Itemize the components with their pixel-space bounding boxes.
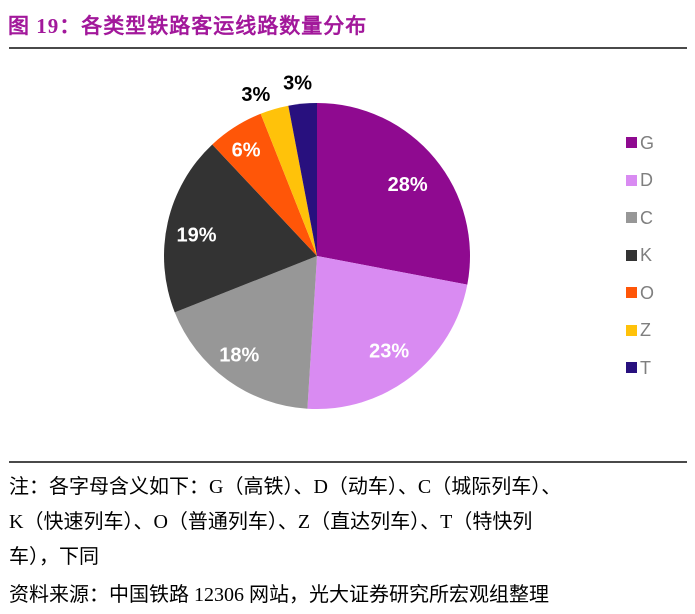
legend-label-K: K <box>640 245 653 266</box>
note-line-2: K（快速列车）、O（普通列车）、Z（直达列车）、T（特快列 <box>9 511 533 533</box>
source-line: 资料来源：中国铁路 12306 网站，光大证券研究所宏观组整理 <box>9 584 549 606</box>
pie-slice-D <box>307 256 468 409</box>
legend-label-C: C <box>640 207 653 228</box>
legend-item-O: O <box>626 274 654 312</box>
pie-label-Z: 3% <box>241 84 270 106</box>
pie-label-C: 18% <box>219 345 259 367</box>
legend-swatch-G <box>626 137 637 149</box>
note-line-3: 车），下同 <box>9 546 99 568</box>
pie-label-K: 19% <box>176 224 216 246</box>
pie-slice-C <box>174 256 317 409</box>
legend-item-D: D <box>626 162 654 200</box>
legend-item-C: C <box>626 199 654 237</box>
legend-label-Z: Z <box>640 320 651 341</box>
pie-slice-Z <box>260 105 317 256</box>
note-line-1: 注：各字母含义如下：G（高铁）、D（动车）、C（城际列车）、 <box>9 476 562 498</box>
legend-swatch-C <box>626 212 637 224</box>
legend-label-D: D <box>640 170 653 191</box>
legend-swatch-O <box>626 287 637 299</box>
pie-label-O: 6% <box>232 140 261 162</box>
pie-label-G: 28% <box>388 174 428 196</box>
pie-slice-K <box>163 144 317 313</box>
pie-slice-G <box>317 103 471 285</box>
legend-label-G: G <box>640 132 655 153</box>
figure-title: 图 19：各类型铁路客运线路数量分布 <box>8 14 368 38</box>
legend-label-T: T <box>640 357 651 378</box>
pie-slice-T <box>288 103 317 256</box>
legend-item-Z: Z <box>626 312 654 350</box>
legend-item-T: T <box>626 349 654 387</box>
notes-divider <box>9 461 687 463</box>
pie-slice-O <box>212 113 317 256</box>
legend-swatch-D <box>626 174 637 186</box>
footnotes: 注：各字母含义如下：G（高铁）、D（动车）、C（城际列车）、 K（快速列车）、O… <box>9 470 689 613</box>
legend-swatch-T <box>626 362 637 374</box>
legend-item-K: K <box>626 237 654 275</box>
pie-chart: 28% 23% 18% 19% 6% 3% 3% <box>163 72 471 409</box>
legend-label-O: O <box>640 282 655 303</box>
legend-swatch-Z <box>626 324 637 336</box>
title-divider <box>9 47 687 49</box>
legend-item-G: G <box>626 124 654 162</box>
pie-label-D: 23% <box>369 341 409 363</box>
pie-label-T: 3% <box>283 72 312 94</box>
legend-swatch-K <box>626 249 637 261</box>
